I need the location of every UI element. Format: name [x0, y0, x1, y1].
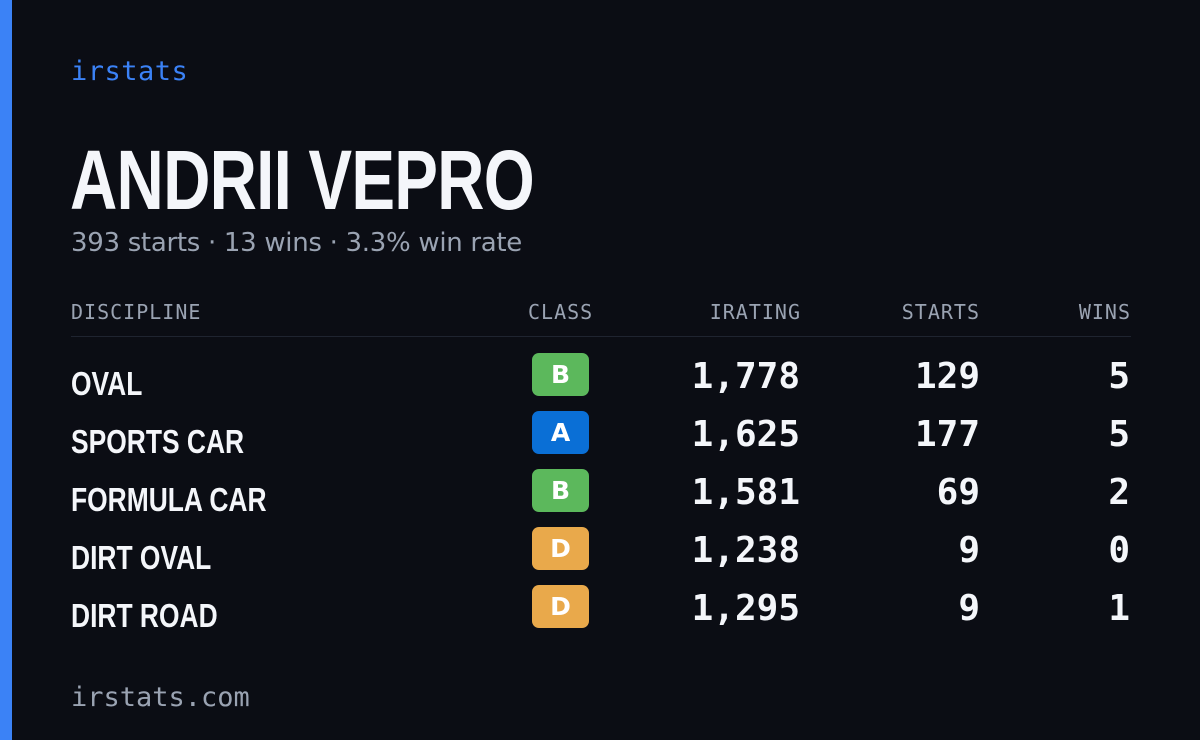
footer-url: irstats.com [71, 682, 250, 713]
irating-value: 1,625 [691, 414, 800, 455]
header-irating: IRATING [709, 300, 801, 324]
table-row: FORMULA CAR B 1,581 69 2 [71, 469, 1131, 527]
irating-value: 1,238 [691, 530, 800, 571]
starts-value: 9 [958, 588, 980, 629]
class-badge: D [532, 585, 589, 628]
header-starts: STARTS [901, 300, 980, 324]
table-header: DISCIPLINE CLASS IRATING STARTS WINS [71, 298, 1131, 337]
header-discipline: DISCIPLINE [71, 300, 202, 324]
discipline-name: OVAL [71, 365, 143, 402]
wins-value: 5 [1108, 414, 1130, 455]
brand-logo: irstats [71, 56, 189, 87]
table-row: DIRT ROAD D 1,295 9 1 [71, 585, 1131, 643]
table-row: DIRT OVAL D 1,238 9 0 [71, 527, 1131, 585]
discipline-name: DIRT OVAL [71, 539, 212, 576]
discipline-name: DIRT ROAD [71, 597, 218, 634]
class-badge: A [532, 411, 589, 454]
discipline-name: FORMULA CAR [71, 481, 267, 518]
starts-value: 177 [914, 414, 980, 455]
starts-value: 9 [958, 530, 980, 571]
wins-value: 2 [1108, 472, 1130, 513]
wins-value: 5 [1108, 356, 1130, 397]
starts-value: 129 [914, 356, 980, 397]
irating-value: 1,581 [691, 472, 800, 513]
discipline-table: DISCIPLINE CLASS IRATING STARTS WINS OVA… [71, 298, 1131, 643]
table-row: SPORTS CAR A 1,625 177 5 [71, 411, 1131, 469]
driver-name: ANDRII VEPRO [70, 133, 535, 227]
class-badge: D [532, 527, 589, 570]
header-wins: WINS [1078, 300, 1131, 324]
driver-summary: 393 starts · 13 wins · 3.3% win rate [71, 228, 523, 258]
table-body: OVAL B 1,778 129 5 SPORTS CAR A 1,625 17… [71, 353, 1131, 643]
starts-value: 69 [936, 472, 980, 513]
class-badge: B [532, 469, 589, 512]
accent-bar [0, 0, 12, 740]
wins-value: 0 [1108, 530, 1130, 571]
table-row: OVAL B 1,778 129 5 [71, 353, 1131, 411]
irating-value: 1,295 [691, 588, 800, 629]
irating-value: 1,778 [691, 356, 800, 397]
discipline-name: SPORTS CAR [71, 423, 245, 460]
class-badge: B [532, 353, 589, 396]
header-class: CLASS [528, 300, 594, 324]
wins-value: 1 [1108, 588, 1130, 629]
